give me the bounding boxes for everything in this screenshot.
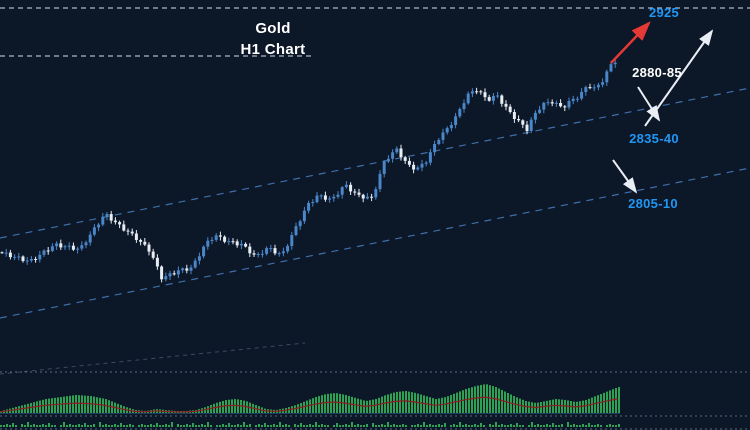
forecast-arrows [610,21,714,194]
price-target-label-2925: 2925 [648,5,680,20]
support-zone-label-2835-40: 2835-40 [629,131,679,146]
pullback-arrow-lower [612,159,638,194]
chart-title-timeframe: H1 Chart [240,41,306,58]
candlesticks [0,59,617,283]
resistance-lines [0,7,750,57]
chart-title-symbol: Gold [255,20,291,37]
support-zone-label-2805-10: 2805-10 [628,196,678,211]
bullish-breakout-arrow [610,21,651,64]
bottom-indicator-ticks [0,422,620,427]
panel-separators [0,371,750,430]
resistance-zone-label-2880-85: 2880-85 [632,65,682,80]
pullback-arrow-upper [637,86,661,122]
macd-histogram [0,384,620,414]
